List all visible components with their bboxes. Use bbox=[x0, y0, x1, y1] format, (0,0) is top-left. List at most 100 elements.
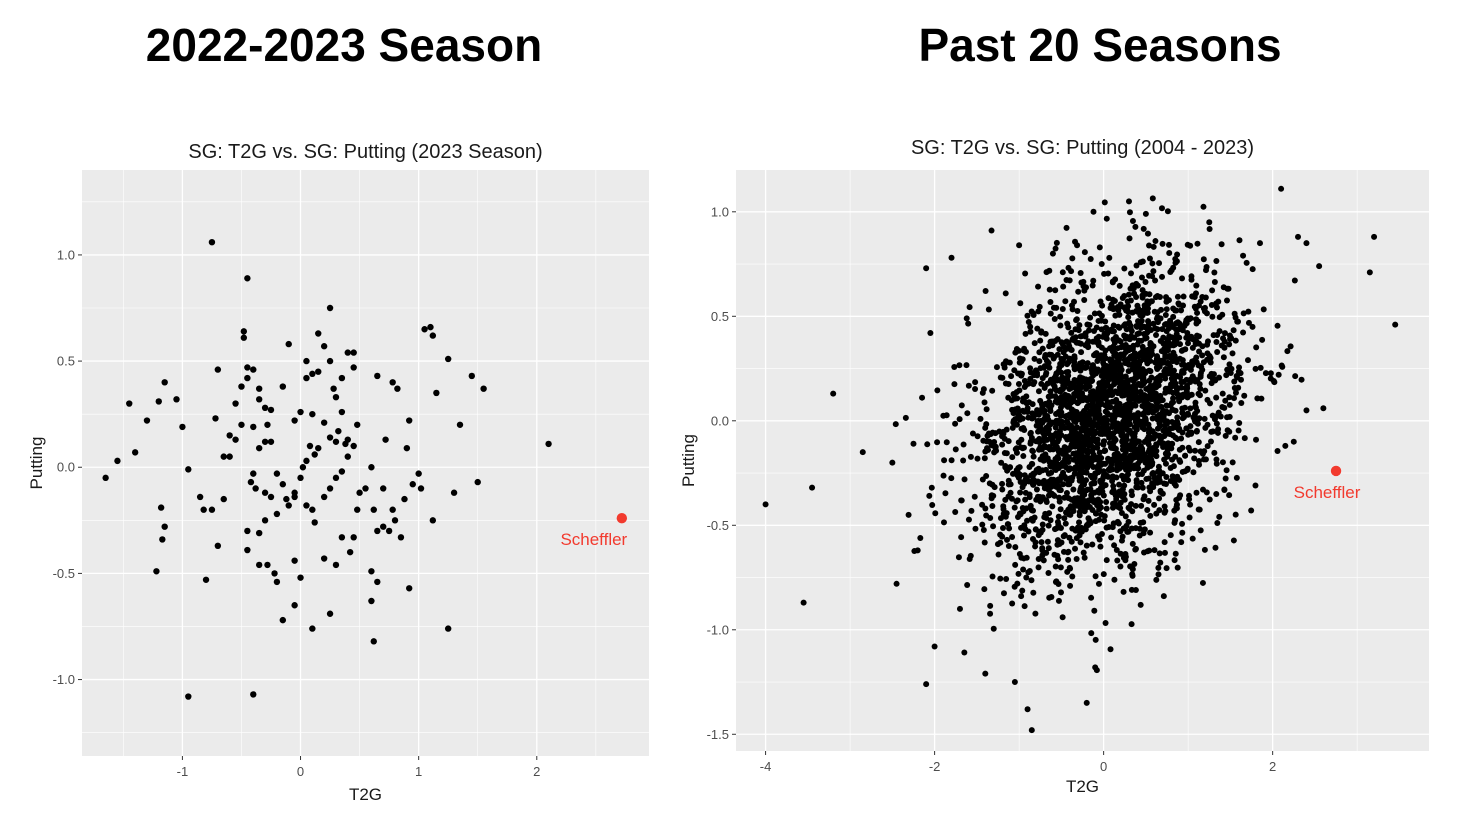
data-point bbox=[1163, 473, 1170, 480]
data-point bbox=[1132, 223, 1139, 230]
data-point bbox=[1153, 441, 1160, 448]
data-point bbox=[1066, 386, 1073, 393]
data-point bbox=[214, 366, 222, 373]
data-point bbox=[960, 457, 967, 464]
data-point bbox=[1211, 269, 1218, 276]
data-point bbox=[1133, 294, 1140, 301]
data-point bbox=[1112, 410, 1119, 417]
data-point bbox=[989, 502, 996, 509]
data-point bbox=[264, 561, 271, 569]
data-point bbox=[1053, 239, 1060, 246]
data-point bbox=[1095, 404, 1102, 411]
data-point bbox=[1187, 405, 1194, 412]
data-point bbox=[1103, 557, 1110, 564]
data-point bbox=[1014, 471, 1021, 478]
data-point bbox=[285, 502, 292, 509]
data-point bbox=[1122, 513, 1129, 520]
data-point bbox=[1015, 439, 1022, 446]
data-point bbox=[1068, 406, 1075, 413]
data-point bbox=[1078, 378, 1085, 385]
data-point bbox=[1240, 310, 1247, 317]
data-point bbox=[1061, 515, 1068, 522]
data-point bbox=[1109, 348, 1116, 355]
data-point bbox=[1123, 460, 1130, 467]
data-point bbox=[1165, 325, 1172, 332]
data-point bbox=[1033, 486, 1040, 493]
data-point bbox=[1222, 397, 1229, 404]
data-point bbox=[1085, 515, 1092, 522]
data-point bbox=[1128, 488, 1135, 495]
data-point bbox=[1090, 388, 1097, 395]
data-point bbox=[1102, 416, 1109, 423]
data-point bbox=[250, 366, 257, 373]
data-point bbox=[1303, 407, 1310, 414]
data-point bbox=[998, 459, 1005, 466]
data-point bbox=[1098, 484, 1105, 491]
data-point bbox=[1095, 339, 1102, 346]
data-point bbox=[208, 506, 216, 513]
data-point bbox=[220, 495, 227, 503]
data-point bbox=[917, 535, 924, 542]
data-point bbox=[309, 370, 316, 378]
data-point bbox=[279, 383, 287, 390]
data-point bbox=[1139, 424, 1146, 431]
data-point bbox=[370, 506, 377, 513]
data-point bbox=[291, 417, 298, 424]
data-point bbox=[1116, 282, 1123, 289]
data-point bbox=[1007, 464, 1014, 471]
data-point bbox=[1081, 249, 1088, 256]
data-point bbox=[200, 506, 207, 513]
data-point bbox=[1226, 332, 1233, 339]
data-point bbox=[315, 330, 322, 337]
data-point bbox=[1075, 327, 1082, 334]
data-point bbox=[1232, 511, 1239, 518]
data-point bbox=[1046, 594, 1053, 601]
data-point bbox=[297, 408, 304, 416]
data-point bbox=[1187, 423, 1194, 430]
data-point bbox=[332, 438, 340, 445]
data-point bbox=[185, 693, 192, 700]
data-point bbox=[1035, 564, 1042, 571]
data-point bbox=[1150, 484, 1157, 491]
data-point bbox=[952, 509, 959, 516]
y-tick-label: -1.5 bbox=[707, 727, 729, 742]
data-point bbox=[1172, 355, 1179, 362]
data-point bbox=[374, 578, 381, 586]
data-point bbox=[1038, 328, 1045, 335]
data-point bbox=[1088, 448, 1095, 455]
data-point bbox=[244, 527, 251, 535]
data-point bbox=[1271, 379, 1278, 386]
data-point bbox=[303, 374, 310, 382]
data-point bbox=[247, 478, 255, 486]
data-point bbox=[961, 649, 968, 656]
data-point bbox=[1151, 547, 1158, 554]
data-point bbox=[1069, 255, 1076, 262]
data-point bbox=[1126, 452, 1133, 459]
data-point bbox=[969, 430, 976, 437]
data-point bbox=[1077, 539, 1084, 546]
data-point bbox=[1146, 377, 1153, 384]
data-point bbox=[1161, 539, 1168, 546]
data-point bbox=[1084, 340, 1091, 347]
data-point bbox=[1109, 504, 1116, 511]
data-point bbox=[1148, 326, 1154, 333]
data-point bbox=[1182, 452, 1189, 459]
data-point bbox=[350, 364, 357, 371]
data-point bbox=[1101, 383, 1108, 390]
data-point bbox=[1163, 294, 1170, 301]
data-point bbox=[126, 400, 133, 407]
data-point bbox=[1125, 198, 1132, 205]
data-point bbox=[1157, 392, 1164, 399]
data-point bbox=[261, 517, 269, 524]
data-point bbox=[1041, 477, 1048, 484]
y-tick-label: -0.5 bbox=[53, 566, 75, 581]
data-point bbox=[1125, 368, 1132, 375]
data-point bbox=[1070, 381, 1077, 388]
data-point bbox=[1060, 283, 1067, 290]
data-point bbox=[1161, 456, 1168, 463]
y-axis-label: Putting bbox=[679, 434, 698, 487]
data-point bbox=[1113, 361, 1120, 368]
data-point bbox=[1047, 408, 1054, 415]
data-point bbox=[1063, 369, 1070, 376]
data-point bbox=[1122, 557, 1129, 564]
